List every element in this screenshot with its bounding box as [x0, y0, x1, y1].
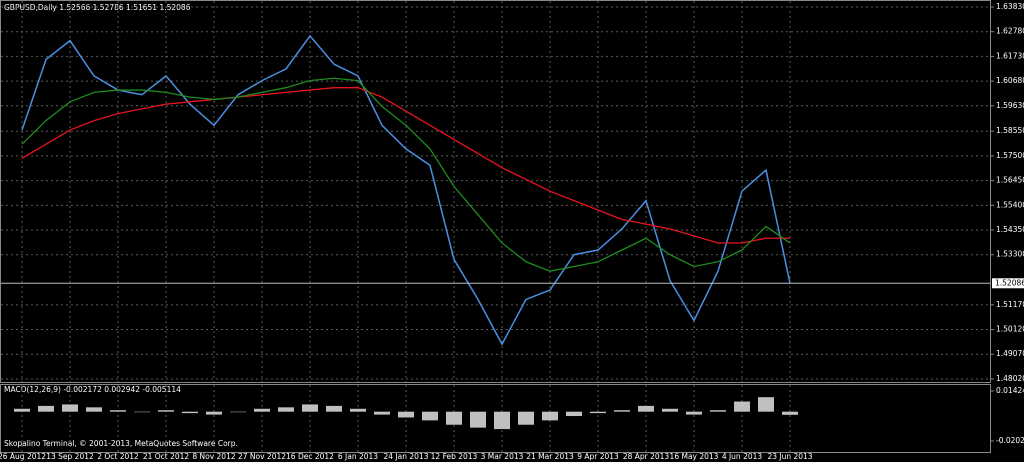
macd-bar [446, 411, 462, 425]
x-tick-label: 4 Jun 2013 [722, 452, 763, 461]
y-tick-label: 1.53300 [996, 250, 1024, 259]
x-tick-label: 24 Jan 2013 [384, 452, 429, 461]
y-tick-label: 1.58550 [996, 126, 1024, 135]
y-tick-label: 1.51170 [996, 300, 1024, 309]
x-tick-label: 3 Mar 2013 [481, 452, 524, 461]
y-tick-label: 1.59630 [996, 101, 1024, 110]
footer-annotation: Skopalino Terminal, © 2001-2013, MetaQuo… [4, 439, 238, 448]
main-frame [0, 0, 991, 383]
x-tick-label: 13 Sep 2012 [46, 452, 94, 461]
macd-bar [134, 411, 150, 413]
series-line [21, 34, 791, 346]
macd-bar [14, 408, 30, 412]
x-tick-label: 6 Jan 2013 [338, 452, 378, 461]
y-tick-label: 1.50120 [996, 325, 1024, 334]
macd-bar [566, 411, 582, 417]
series-line [21, 77, 791, 272]
y-tick-label: 1.62780 [996, 27, 1024, 36]
y-tick-label: 1.57500 [996, 151, 1024, 160]
chart-title: GBPUSD,Daily 1.52566 1.52786 1.51651 1.5… [4, 3, 191, 12]
macd-bar [278, 407, 294, 412]
y-tick-label: 1.61730 [996, 51, 1024, 60]
x-tick-label: 27 Nov 2012 [238, 452, 286, 461]
macd-bar [230, 411, 246, 413]
macd-bar [398, 411, 414, 418]
y-tick-label: 1.48020 [996, 374, 1024, 383]
macd-bar [470, 411, 486, 428]
macd-bar [686, 411, 702, 415]
macd-bar [350, 408, 366, 412]
y-tick-label: 1.63830 [996, 2, 1024, 11]
y-tick-label: 1.60680 [996, 76, 1024, 85]
x-tick-label: 16 May 2013 [670, 452, 719, 461]
y-tick-label: 1.55400 [996, 200, 1024, 209]
macd-bar [638, 405, 654, 412]
y-tick-label: 0.014247 [996, 386, 1024, 395]
x-tick-label: 21 Oct 2012 [143, 452, 190, 461]
macd-bar [374, 411, 390, 415]
y-tick-label: 1.54350 [996, 225, 1024, 234]
macd-bar [110, 410, 126, 412]
x-tick-label: 16 Dec 2012 [286, 452, 334, 461]
macd-bar [206, 411, 222, 415]
x-tick-label: 12 Feb 2013 [431, 452, 478, 461]
macd-bar [758, 397, 774, 412]
macd-bar [590, 411, 606, 414]
x-tick-label: 23 Jun 2013 [767, 452, 812, 461]
macd-bar [182, 411, 198, 414]
y-tick-label: 1.49070 [996, 349, 1024, 358]
macd-bar [38, 405, 54, 412]
x-tick-label: 8 Nov 2012 [192, 452, 235, 461]
macd-bar [422, 411, 438, 421]
macd-bar [158, 410, 174, 412]
y-tick-label: 1.56450 [996, 176, 1024, 185]
x-tick-label: 2 Oct 2012 [97, 452, 139, 461]
macd-bar [86, 407, 102, 412]
macd-bar [518, 411, 534, 425]
macd-title: MACD(12,26,9) -0.002172 0.002942 -0.0051… [4, 385, 181, 394]
y-tick-label: -0.020201 [996, 436, 1024, 445]
macd-bar [494, 411, 510, 430]
macd-bar [614, 410, 630, 412]
macd-bar [542, 411, 558, 421]
macd-bar [302, 404, 318, 412]
series-line [21, 87, 790, 244]
macd-bar [254, 408, 270, 412]
last-price-box [992, 278, 1024, 289]
macd-bar [326, 405, 342, 412]
x-tick-label: 9 Apr 2013 [577, 452, 619, 461]
macd-bar [782, 411, 798, 415]
macd-bar [62, 404, 78, 412]
x-tick-label: 26 Aug 2012 [0, 452, 46, 461]
macd-bar [734, 401, 750, 412]
x-tick-label: 28 Apr 2013 [623, 452, 670, 461]
macd-bar [662, 408, 678, 412]
x-tick-label: 21 Mar 2013 [526, 452, 574, 461]
last-price-label: 1.52086 [995, 278, 1024, 287]
macd-bar [710, 410, 726, 412]
macd-frame [0, 384, 991, 453]
